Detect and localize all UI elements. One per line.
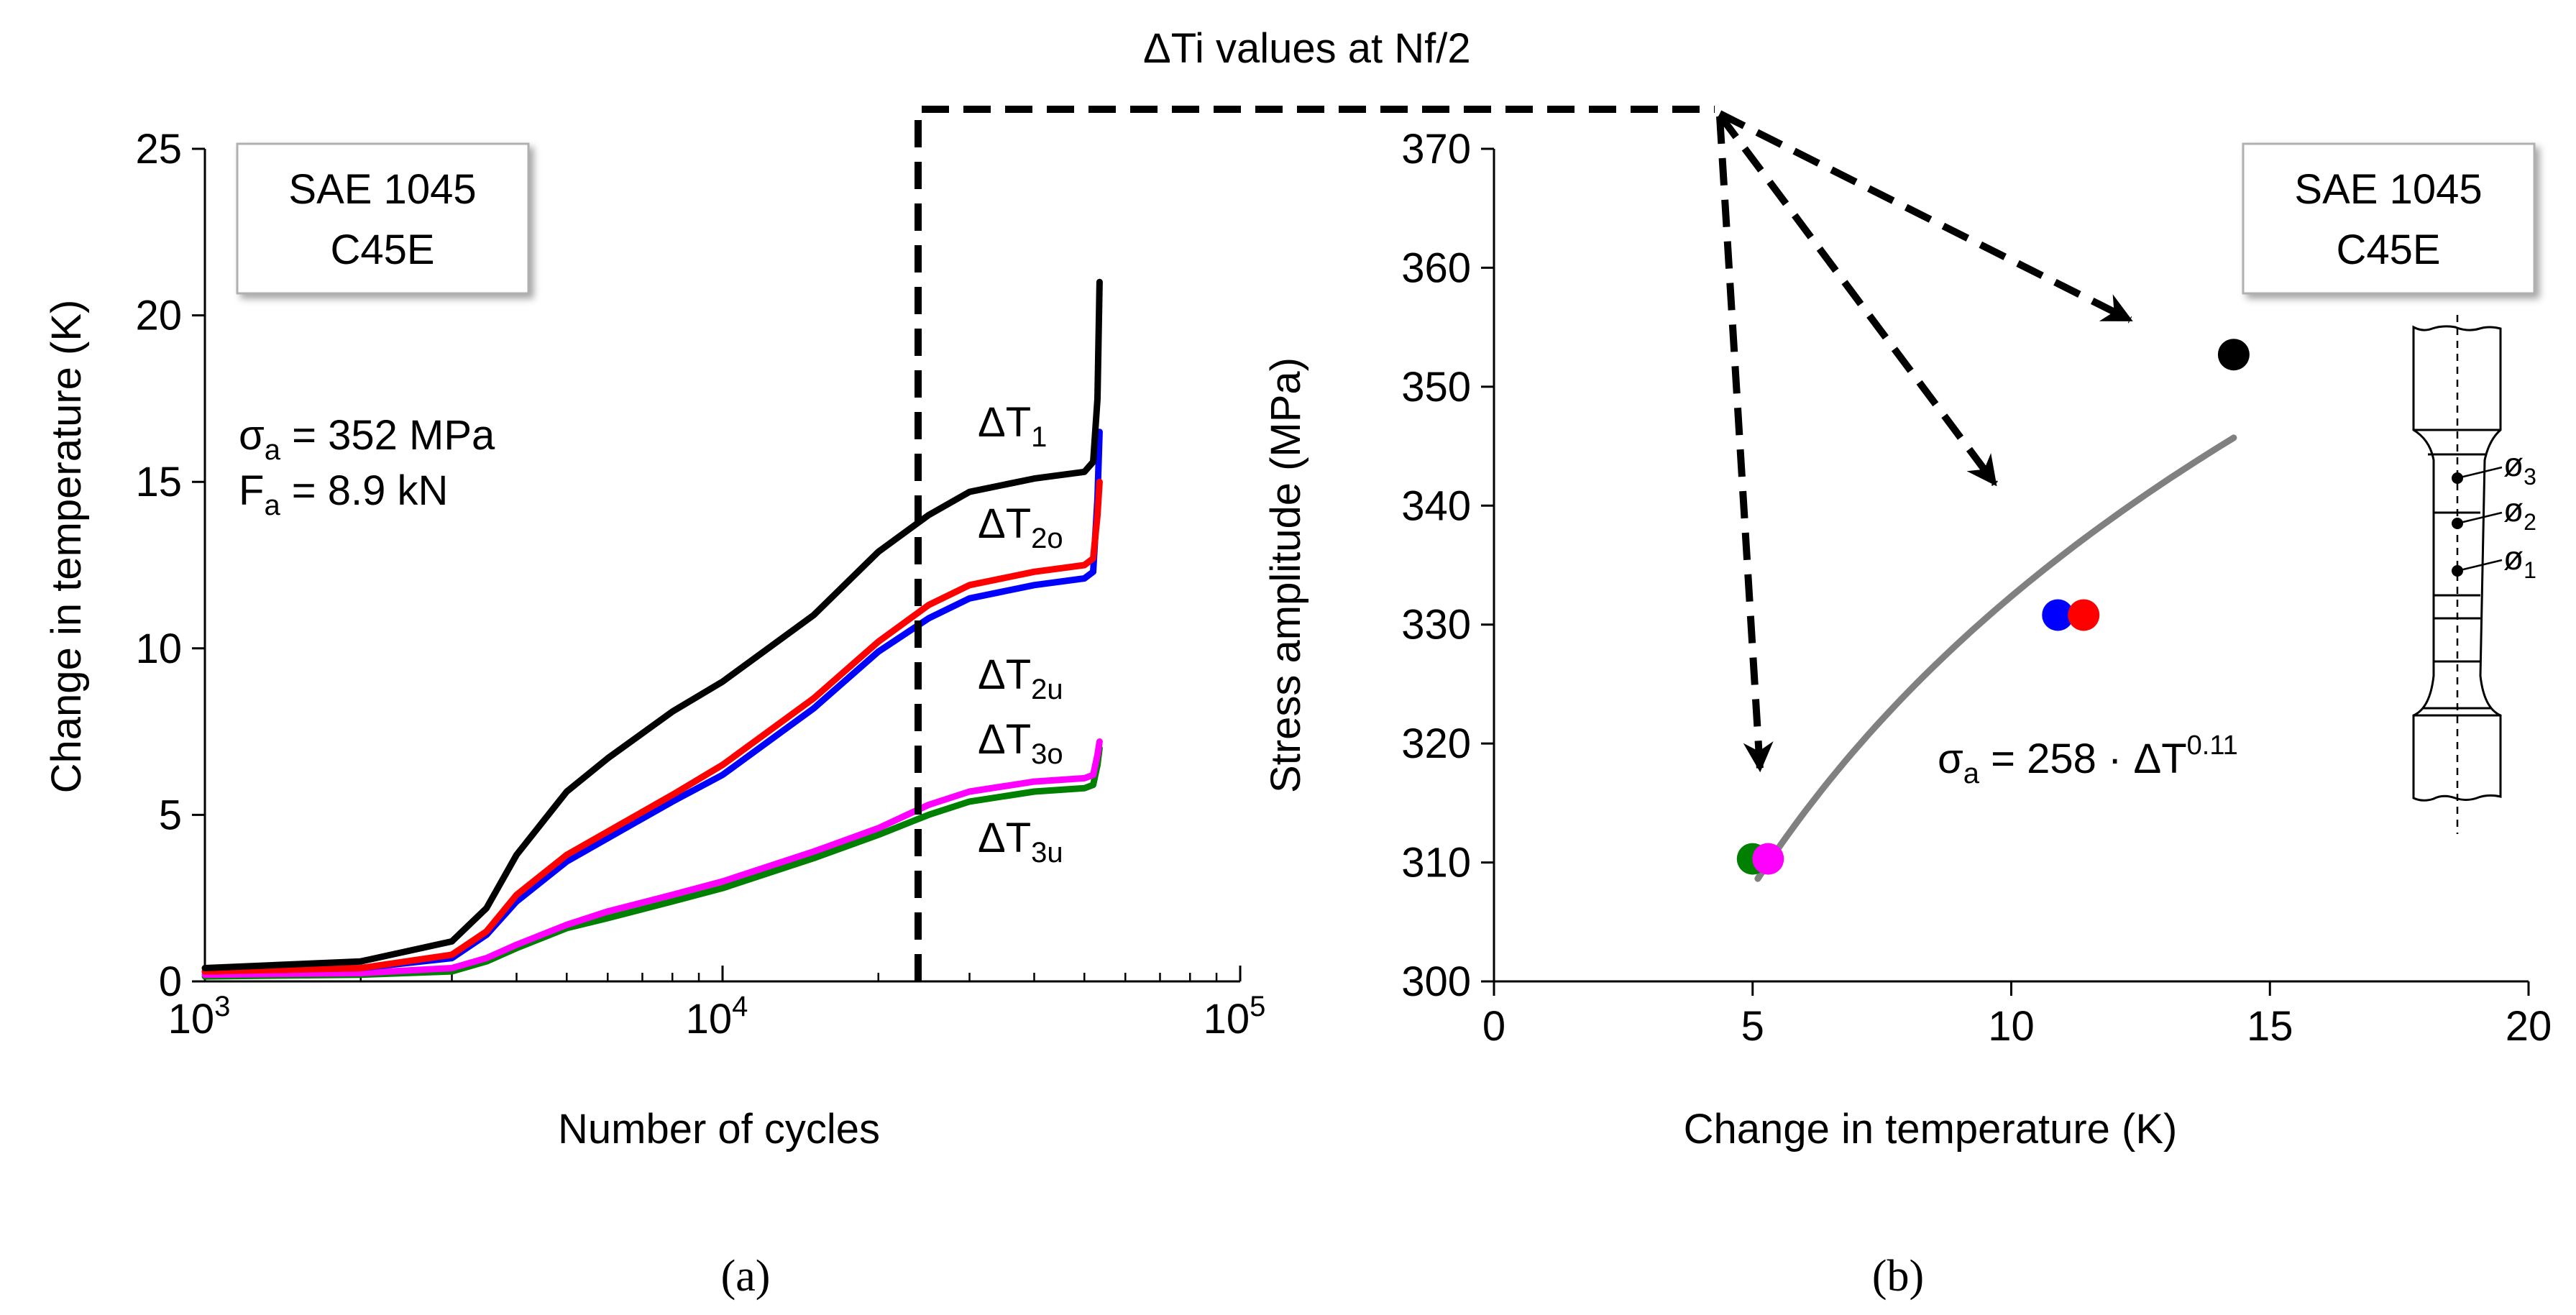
label-dt2o: ΔT2o (978, 500, 1063, 554)
point-δt1 (2217, 339, 2250, 371)
panel-b-xlabel: Change in temperature (K) (1684, 1106, 2178, 1153)
panel-b-y-tick-label: 340 (1401, 482, 1471, 529)
force-condition: Fa = 8.9 kN (239, 467, 448, 521)
panel-a-legend-line2: C45E (330, 226, 434, 273)
label-dt2u: ΔT2u (978, 651, 1063, 705)
panel-a-x-tick-label: 105 (1204, 991, 1266, 1043)
panel-b-tick-labels: 0 5 10 15 20 300 310 320 330 340 350 360 370 (1401, 126, 2552, 1050)
panel-b-caption: (b) (1872, 1252, 1924, 1301)
series-line-δt1 (201, 278, 1103, 971)
series-line-δt3u (201, 745, 1103, 980)
point-δt3o (1752, 843, 1784, 875)
arrow-to-dt2 (1716, 113, 1999, 487)
panel-b-legend-line2: C45E (2336, 226, 2440, 273)
panel-b-x-tick-label: 15 (2247, 1003, 2293, 1050)
annotation-label: ΔTi values at Nf/2 (1143, 25, 1471, 72)
panel-b-y-tick-label: 360 (1401, 244, 1471, 291)
panel-b-y-tick-label: 310 (1401, 840, 1471, 886)
panel-a-x-tick-label: 103 (168, 991, 231, 1043)
specimen-label-3: ø3 (2503, 446, 2536, 490)
panel-a-y-tick-label: 5 (159, 792, 182, 838)
series-line-δt2o (201, 478, 1103, 975)
panel-b-axes (1481, 147, 2530, 996)
panel-a-series (201, 278, 1103, 980)
panel-a-axes (192, 147, 1242, 983)
panel-b-y-tick-label: 330 (1401, 602, 1471, 649)
panel-a-xlabel: Number of cycles (558, 1106, 880, 1153)
panel-b-legend-box: SAE 1045 C45E (2242, 142, 2536, 295)
stress-condition: σa = 352 MPa (239, 412, 495, 466)
fit-equation: σa = 258 · ΔT0.11 (1938, 730, 2238, 789)
panel-b-x-tick-label: 5 (1741, 1003, 1764, 1050)
specimen-diagram (2412, 315, 2503, 834)
panel-b-y-tick-label: 320 (1401, 720, 1471, 767)
panel-a-conditions: σa = 352 MPa Fa = 8.9 kN (239, 412, 495, 521)
panel-a-y-tick-label: 15 (135, 459, 182, 505)
arrow-to-dt3 (1716, 116, 1774, 773)
fit-curve (1754, 434, 2237, 882)
panel-b-fit (1754, 434, 2237, 882)
label-dt1: ΔT1 (978, 399, 1047, 453)
panel-b-ylabel: Stress amplitude (MPa) (1262, 357, 1309, 793)
panel-a-x-tick-label: 104 (686, 991, 748, 1043)
panel-a-tick-labels: 103 104 105 0 5 10 15 20 25 (135, 126, 1265, 1043)
specimen-label-2: ø2 (2503, 491, 2536, 535)
panel-a-y-tick-label: 25 (135, 126, 182, 173)
panel-b-legend-line1: SAE 1045 (2294, 166, 2482, 213)
series-labels: ΔT1 ΔT2o ΔT2u ΔT3o ΔT3u (978, 399, 1063, 869)
panel-a-legend-line1: SAE 1045 (288, 166, 476, 213)
arrow-to-dt1 (1718, 110, 2133, 324)
panel-b-points (1736, 339, 2250, 875)
panel-a-y-tick-label: 20 (135, 293, 182, 339)
nf-half-dashed-line (915, 106, 1715, 981)
panel-b-x-tick-label: 20 (2506, 1003, 2552, 1050)
panel-a-y-tick-label: 10 (135, 626, 182, 672)
point-δt2o (2068, 599, 2100, 631)
panel-b-x-tick-label: 0 (1482, 1003, 1505, 1050)
panel-b-x-tick-label: 10 (1988, 1003, 2035, 1050)
panel-b-y-tick-label: 370 (1401, 126, 1471, 173)
specimen-label-1: ø1 (2503, 539, 2536, 583)
label-dt3u: ΔT3u (978, 815, 1063, 869)
panel-b-y-tick-label: 300 (1401, 958, 1471, 1005)
series-line-δt3o (201, 738, 1103, 979)
point-δt2u (2042, 599, 2074, 631)
panel-b-chart: 0 5 10 15 20 300 310 320 330 340 350 360 370 Change … (1262, 126, 2552, 1301)
panel-b-y-tick-label: 350 (1401, 364, 1471, 411)
panel-a-y-tick-label: 0 (159, 958, 182, 1005)
panel-a-legend-box: SAE 1045 C45E (236, 142, 530, 295)
panel-a-caption: (a) (721, 1252, 771, 1301)
label-dt3o: ΔT3o (978, 716, 1063, 770)
panel-a-chart: 103 104 105 0 5 10 15 20 25 Number of cycles Cha… (43, 126, 1265, 1301)
nf-half-connector (915, 106, 2133, 981)
panel-a-ylabel: Change in temperature (K) (43, 300, 90, 794)
